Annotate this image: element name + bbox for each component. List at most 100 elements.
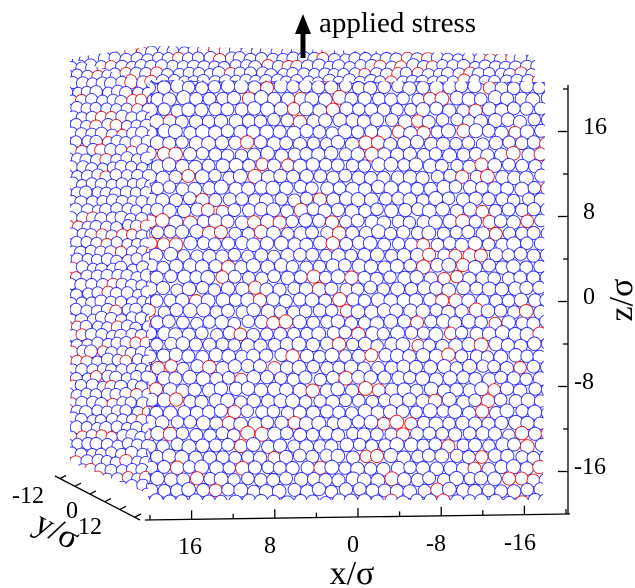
particle [356, 493, 372, 500]
particle [298, 80, 313, 94]
particle [515, 158, 529, 173]
particle [177, 269, 192, 284]
particle [526, 202, 541, 217]
particle [221, 437, 235, 452]
particle [227, 473, 241, 487]
particle [208, 483, 223, 498]
particle [488, 493, 503, 500]
particle [461, 313, 477, 329]
particle [57, 195, 69, 207]
particle [55, 348, 66, 359]
particle [499, 403, 515, 419]
particle [57, 363, 70, 376]
particle [55, 329, 67, 341]
particle [404, 103, 418, 117]
particle [280, 426, 294, 440]
particle [343, 493, 359, 500]
particle [228, 381, 244, 396]
particle [396, 225, 411, 240]
particle [213, 403, 228, 418]
particle [467, 236, 483, 251]
particle [480, 169, 495, 184]
particle [481, 192, 496, 207]
particle [493, 304, 508, 318]
particle [151, 225, 165, 239]
particle [493, 214, 508, 228]
particle [155, 213, 170, 228]
particle [201, 158, 216, 173]
particle [473, 92, 488, 106]
particle [311, 415, 327, 431]
particle [331, 428, 345, 443]
particle [242, 158, 256, 173]
particle [80, 471, 93, 484]
particle [515, 46, 529, 52]
particle [419, 46, 435, 52]
particle [228, 494, 243, 500]
particle [70, 480, 77, 494]
particle [175, 135, 189, 149]
particle [515, 404, 529, 418]
particle [408, 157, 424, 172]
particle [96, 480, 109, 493]
particle [450, 270, 464, 284]
particle [162, 314, 176, 329]
particle [539, 247, 545, 263]
particle [88, 44, 99, 55]
particle [383, 226, 398, 241]
particle [55, 295, 68, 308]
particle [397, 158, 411, 172]
particle [482, 237, 496, 252]
particle [253, 80, 269, 84]
particle [272, 438, 288, 453]
particle [241, 80, 255, 84]
particle [90, 470, 105, 485]
particle [89, 46, 103, 50]
particle [221, 482, 235, 497]
particle [540, 336, 545, 351]
particle [415, 348, 431, 363]
particle [148, 226, 151, 241]
particle [462, 494, 477, 500]
particle [110, 46, 124, 52]
particle [358, 46, 371, 51]
particle [196, 302, 211, 318]
y-axis-tick-label: 0 [66, 498, 78, 524]
particle [467, 438, 483, 453]
particle [169, 460, 185, 476]
particle [119, 488, 133, 498]
particle [188, 337, 203, 352]
particle [370, 247, 385, 263]
particle [298, 395, 313, 409]
particle [305, 427, 320, 442]
particle [475, 404, 490, 419]
particle [351, 327, 366, 342]
particle [339, 237, 354, 251]
particle [539, 270, 545, 285]
particle [474, 450, 489, 464]
particle [468, 393, 482, 407]
particle [441, 191, 456, 206]
particle [396, 91, 410, 106]
particle [163, 246, 178, 262]
particle [273, 168, 288, 184]
particle [363, 414, 379, 430]
particle [473, 248, 488, 263]
particle [227, 248, 242, 262]
particle [421, 448, 436, 463]
particle [397, 472, 412, 487]
particle [527, 493, 543, 500]
particle [196, 236, 211, 250]
particle [72, 46, 86, 59]
particle [254, 202, 269, 217]
particle [56, 110, 69, 123]
particle [370, 80, 385, 84]
particle [57, 381, 69, 393]
particle [148, 361, 152, 375]
particle [539, 314, 545, 329]
particle [201, 494, 216, 500]
particle [305, 494, 320, 500]
particle [432, 46, 447, 52]
particle [299, 169, 314, 184]
particle [324, 459, 340, 475]
